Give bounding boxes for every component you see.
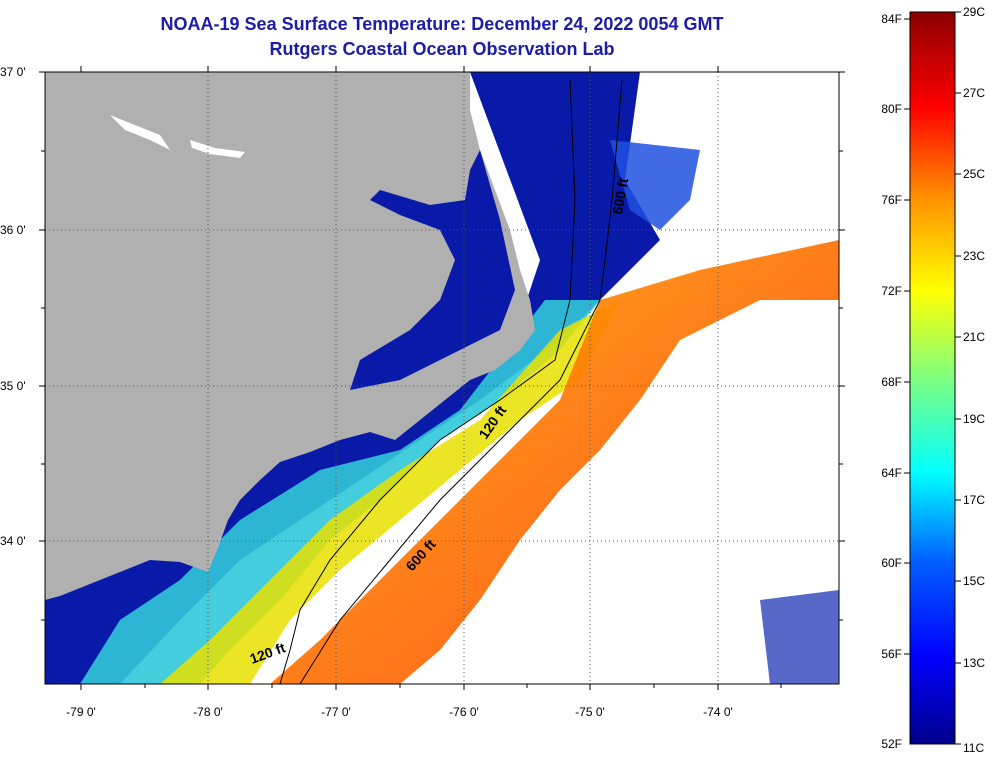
map-ticks [39, 66, 845, 690]
map-subtitle: Rutgers Coastal Ocean Observation Lab [269, 39, 615, 59]
lon-label-77: -77 0' [321, 705, 351, 719]
gulf-stream-warm-water [270, 240, 839, 684]
contour-label-600ft-north: 600 ft [609, 176, 631, 215]
cool-coastal-water [80, 300, 600, 684]
offshore-cool-patch-east [760, 590, 839, 684]
contour-600ft [299, 79, 623, 684]
colorbar-f-label: 76F [881, 193, 902, 207]
colorbar-c-label: 21C [963, 330, 985, 344]
colorbar-c-label: 11C [963, 741, 984, 755]
graticule [45, 72, 839, 684]
colorbar: 84F 80F 76F 72F 68F 64F 60F 56F 52F 29C … [881, 5, 985, 755]
colorbar-f-label: 52F [881, 737, 902, 751]
lon-label-75: -75 0' [575, 705, 605, 719]
inland-river [110, 115, 170, 150]
colorbar-f-label: 60F [881, 556, 902, 570]
colorbar-ticks [904, 11, 961, 745]
colorbar-f-label: 84F [881, 12, 902, 26]
colorbar-f-label: 64F [881, 466, 902, 480]
offshore-cool-patch [610, 140, 700, 230]
colorbar-c-label: 27C [963, 86, 985, 100]
inland-river-2 [190, 140, 245, 158]
colorbar-f-label: 56F [881, 647, 902, 661]
colorbar-c-label: 25C [963, 167, 985, 181]
colorbar-c-label: 13C [963, 656, 985, 670]
colorbar-c-label: 15C [963, 574, 985, 588]
colorbar-f-label: 68F [881, 375, 902, 389]
lat-label-35: 35 0' [0, 379, 26, 393]
map-area: 600 ft 120 ft 600 ft 120 ft [45, 72, 839, 684]
map-frame [44, 71, 840, 685]
colorbar-gradient [909, 11, 956, 745]
albemarle-pamlico-sound [350, 150, 515, 390]
lon-label-79: -79 0' [66, 705, 96, 719]
colorbar-c-label: 29C [963, 5, 985, 19]
lat-label-37: 37 0' [0, 65, 26, 79]
colorbar-c-label: 23C [963, 249, 985, 263]
lat-label-34: 34 0' [0, 534, 26, 548]
contour-120ft [279, 79, 576, 684]
lon-label-78: -78 0' [193, 705, 223, 719]
colorbar-c-label: 19C [963, 412, 985, 426]
colorbar-c-label: 17C [963, 493, 985, 507]
lon-label-76: -76 0' [449, 705, 479, 719]
colorbar-f-label: 80F [881, 102, 902, 116]
lat-label-36: 36 0' [0, 223, 26, 237]
map-title: NOAA-19 Sea Surface Temperature: Decembe… [160, 14, 724, 34]
lon-label-74: -74 0' [703, 705, 733, 719]
colorbar-f-label: 72F [881, 284, 902, 298]
